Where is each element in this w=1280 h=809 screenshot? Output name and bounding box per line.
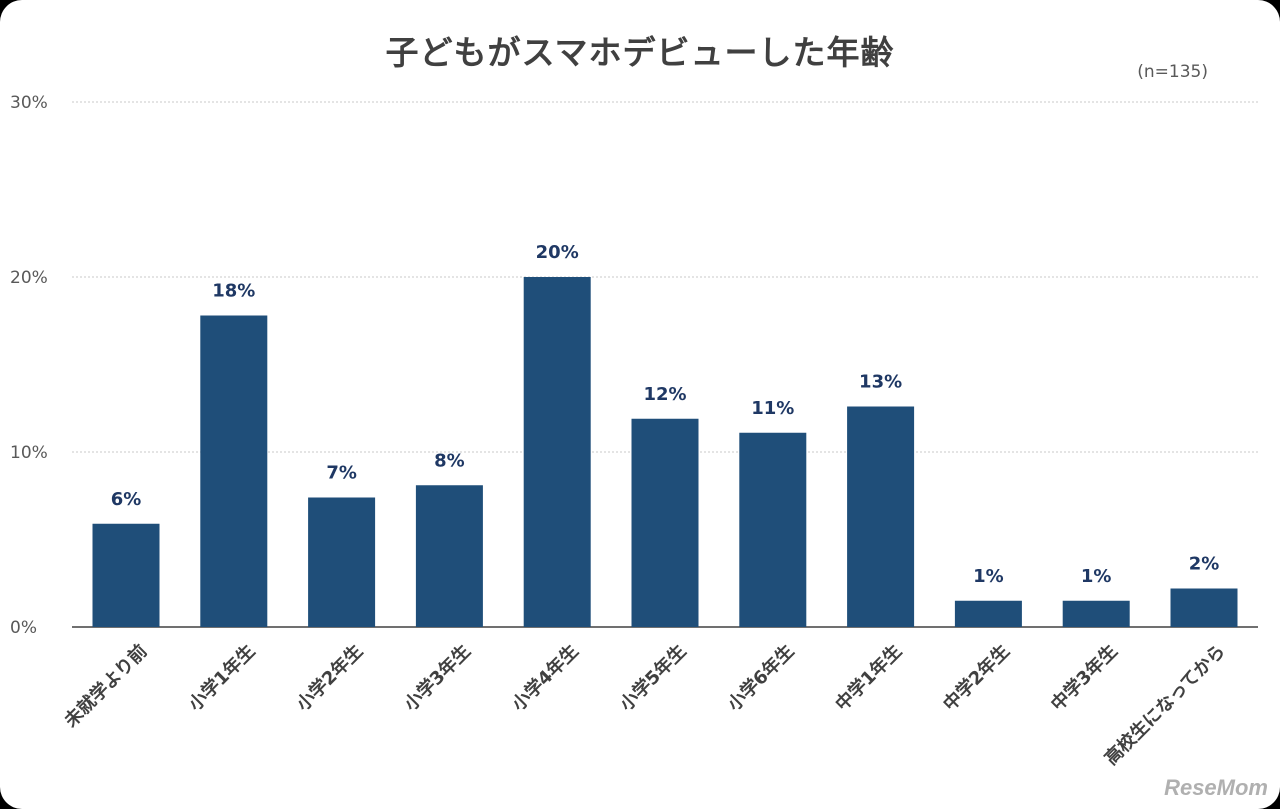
y-tick-label: 10% xyxy=(10,443,48,463)
x-tick-label: 小学6年生 xyxy=(723,640,798,715)
data-label: 1% xyxy=(1081,566,1112,587)
sample-size-note: (n=135) xyxy=(1137,62,1208,82)
data-label: 1% xyxy=(973,566,1004,587)
bar xyxy=(200,315,268,627)
bar xyxy=(415,485,483,627)
y-tick-label: 0% xyxy=(10,618,37,638)
bar xyxy=(739,432,807,627)
x-tick-label: 中学1年生 xyxy=(831,640,906,715)
data-label: 7% xyxy=(326,463,357,484)
bar xyxy=(92,523,160,627)
x-tick-label: 小学4年生 xyxy=(507,640,582,715)
data-label: 20% xyxy=(536,242,579,263)
bar xyxy=(631,418,699,627)
resemom-logo: ReseMom xyxy=(1164,775,1268,800)
x-tick-label: 小学5年生 xyxy=(615,640,690,715)
data-label: 13% xyxy=(859,372,902,393)
data-label: 8% xyxy=(434,450,465,471)
bar xyxy=(1170,588,1238,627)
x-tick-label: 小学2年生 xyxy=(292,640,367,715)
y-tick-label: 30% xyxy=(10,93,48,113)
data-label: 11% xyxy=(751,398,794,419)
bar xyxy=(1062,600,1130,627)
x-tick-label: 小学1年生 xyxy=(184,640,259,715)
data-label: 12% xyxy=(643,384,686,405)
data-label: 2% xyxy=(1189,554,1220,575)
bar xyxy=(523,277,591,627)
chart-title: 子どもがスマホデビューした年齢 xyxy=(385,33,895,72)
bar xyxy=(308,497,376,627)
data-label: 18% xyxy=(212,281,255,302)
x-tick-label: 高校生になってから xyxy=(1100,640,1229,769)
x-tick-label: 未就学より前 xyxy=(60,640,152,732)
x-tick-label: 小学3年生 xyxy=(400,640,475,715)
bar xyxy=(847,406,915,627)
x-tick-label: 中学2年生 xyxy=(939,640,1014,715)
bar xyxy=(954,600,1022,627)
y-tick-label: 20% xyxy=(10,268,48,288)
x-tick-label: 中学3年生 xyxy=(1046,640,1121,715)
data-label: 6% xyxy=(111,489,142,510)
